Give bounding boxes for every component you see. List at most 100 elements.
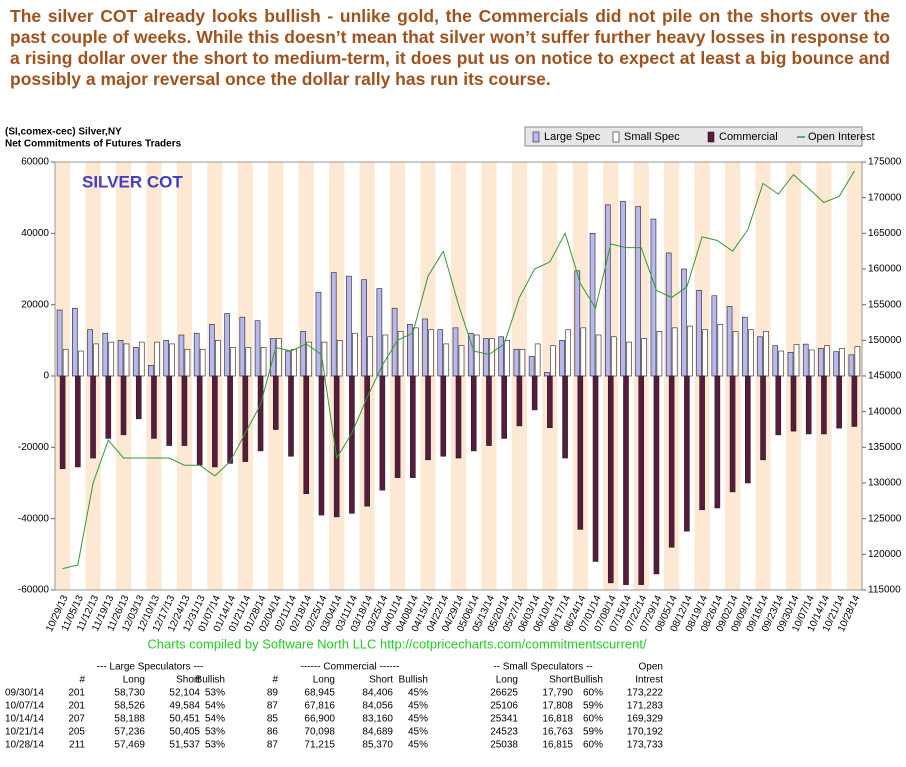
bar bbox=[775, 375, 782, 436]
chart-title: SILVER COT bbox=[82, 172, 183, 191]
bar bbox=[504, 340, 510, 377]
table-date: 10/07/14 bbox=[5, 701, 44, 712]
bar bbox=[696, 290, 702, 377]
bar bbox=[275, 338, 282, 377]
bar bbox=[318, 375, 325, 516]
bar bbox=[559, 340, 565, 377]
bar bbox=[653, 375, 660, 575]
bar bbox=[641, 338, 648, 377]
bar bbox=[483, 338, 489, 377]
table-cell: 26625 bbox=[490, 688, 518, 699]
bar bbox=[455, 375, 462, 459]
bar bbox=[410, 375, 416, 478]
table-cell: 17,808 bbox=[542, 701, 573, 712]
table-group-header: -- Small Speculators -- bbox=[493, 662, 592, 673]
table-cell: 71,215 bbox=[304, 740, 335, 751]
table-cell: 171,283 bbox=[627, 701, 664, 712]
bar bbox=[440, 375, 447, 457]
table-cell: 57,469 bbox=[114, 740, 145, 751]
y2-tick-label: 150000 bbox=[868, 335, 902, 346]
legend-box bbox=[524, 126, 863, 147]
bar bbox=[330, 272, 337, 377]
bar bbox=[595, 334, 602, 377]
bar bbox=[102, 332, 109, 377]
table-cell: 45% bbox=[408, 740, 428, 751]
table-cell: 50,451 bbox=[169, 714, 200, 725]
bar bbox=[580, 327, 587, 377]
bar bbox=[452, 327, 459, 377]
bar bbox=[589, 233, 596, 377]
bar bbox=[498, 336, 504, 377]
y2-tick-label: 140000 bbox=[868, 406, 902, 417]
bar bbox=[714, 375, 721, 509]
bar bbox=[306, 341, 313, 377]
table-cell: 25341 bbox=[490, 714, 518, 725]
bar bbox=[458, 345, 465, 377]
bar bbox=[668, 375, 675, 548]
bar bbox=[665, 252, 672, 377]
table-cell: 45% bbox=[408, 714, 428, 725]
bar bbox=[748, 329, 754, 377]
bar bbox=[135, 375, 142, 420]
bar bbox=[650, 218, 657, 377]
table-cell: 49,584 bbox=[169, 701, 200, 712]
bar bbox=[209, 323, 215, 377]
table-column-header: Bullish bbox=[196, 675, 225, 686]
table-column-header: Long bbox=[313, 675, 335, 686]
table-cell: 87 bbox=[267, 701, 279, 712]
table-cell: 60% bbox=[583, 714, 603, 725]
bar bbox=[212, 375, 218, 468]
legend-swatch bbox=[532, 131, 540, 143]
table-date: 09/30/14 bbox=[5, 688, 44, 699]
table-cell: 53% bbox=[205, 740, 225, 751]
bar bbox=[227, 375, 233, 464]
table-cell: 89 bbox=[267, 688, 279, 699]
y-tick-label: 60000 bbox=[21, 157, 49, 168]
bar bbox=[394, 375, 401, 478]
bar bbox=[123, 343, 130, 377]
table-cell: 51,537 bbox=[169, 740, 200, 751]
bar bbox=[574, 270, 581, 377]
bar bbox=[772, 345, 779, 377]
bar bbox=[547, 375, 553, 429]
bar bbox=[62, 348, 69, 377]
bar bbox=[534, 343, 541, 377]
bar bbox=[681, 268, 687, 377]
bar bbox=[376, 288, 383, 377]
bar bbox=[854, 346, 861, 377]
table-cell: 84,056 bbox=[362, 701, 393, 712]
table-cell: 53% bbox=[205, 688, 225, 699]
bar bbox=[486, 375, 492, 446]
bar bbox=[254, 320, 261, 377]
table-cell: 60% bbox=[583, 740, 603, 751]
bar bbox=[151, 375, 157, 439]
table-column-header: Bullish bbox=[399, 675, 428, 686]
bar bbox=[742, 316, 748, 377]
bar bbox=[577, 375, 584, 530]
bar bbox=[805, 375, 812, 435]
bar bbox=[391, 307, 398, 377]
bar bbox=[93, 343, 99, 377]
table-cell: 170,192 bbox=[627, 727, 664, 738]
legend-swatch bbox=[707, 131, 715, 143]
bar bbox=[333, 375, 340, 518]
table-cell: 67,816 bbox=[304, 701, 335, 712]
table-cell: 173,222 bbox=[627, 688, 664, 699]
y2-tick-label: 170000 bbox=[868, 192, 902, 203]
bar bbox=[717, 323, 724, 377]
bar bbox=[610, 336, 617, 377]
table-column-header: Short bbox=[176, 675, 200, 686]
y2-tick-label: 160000 bbox=[868, 264, 902, 275]
bar bbox=[443, 343, 450, 377]
table-cell: 59% bbox=[583, 727, 603, 738]
bar bbox=[763, 331, 769, 377]
table-group-header: --- Large Speculators --- bbox=[97, 662, 204, 673]
bar bbox=[726, 306, 733, 377]
bar bbox=[193, 332, 200, 377]
bar bbox=[75, 375, 81, 468]
bar bbox=[760, 375, 766, 461]
y2-tick-label: 165000 bbox=[868, 228, 902, 239]
y2-tick-label: 125000 bbox=[868, 513, 902, 524]
table-cell: 24523 bbox=[490, 727, 518, 738]
